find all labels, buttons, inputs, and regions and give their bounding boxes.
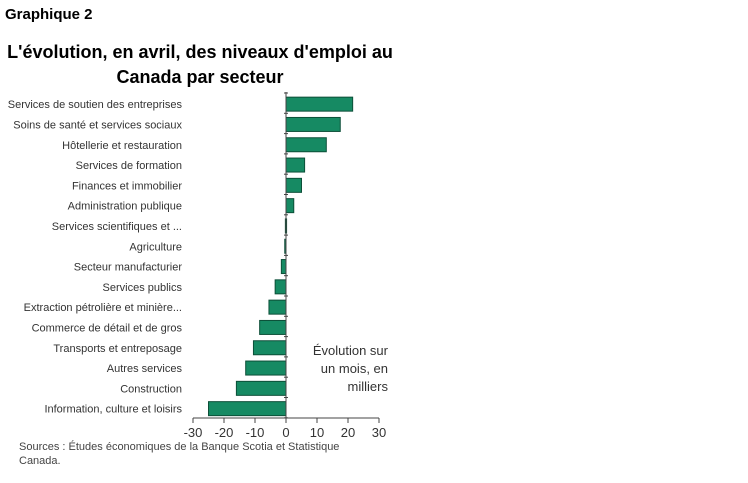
category-label: Services de formation (76, 160, 182, 172)
category-label: Services publics (103, 282, 183, 294)
bar (285, 116, 341, 132)
category-label: Transports et entreposage (53, 343, 182, 355)
bar (285, 157, 306, 173)
figure-number: Graphique 2 (5, 6, 93, 23)
bar (280, 259, 287, 275)
category-label: Services scientifiques et ... (52, 221, 182, 233)
category-label: Finances et immobilier (72, 180, 182, 192)
bar (208, 401, 287, 417)
bar (285, 96, 354, 112)
category-label: Secteur manufacturier (74, 262, 183, 274)
x-tick-label: -20 (215, 425, 234, 440)
category-label: Autres services (107, 363, 183, 375)
bar (274, 279, 287, 295)
chart-title: L'évolution, en avril, des niveaux d'emp… (7, 42, 393, 87)
category-label: Information, culture et loisirs (44, 404, 182, 416)
x-tick-label: 20 (341, 425, 355, 440)
chart-annotation: Évolution sur un mois, en milliers (312, 343, 388, 394)
category-label: Commerce de détail et de gros (32, 322, 183, 334)
x-tick-label: 0 (282, 425, 289, 440)
x-tick-label: 10 (310, 425, 324, 440)
category-label: Administration publique (68, 201, 182, 213)
category-label: Agriculture (129, 241, 182, 253)
sources-note: Sources : Études économiques de la Banqu… (19, 441, 340, 467)
x-tick-label: 30 (372, 425, 386, 440)
category-label: Extraction pétrolière et minière... (24, 302, 182, 314)
category-label: Services de soutien des entreprises (8, 99, 183, 111)
x-tick-label: -10 (246, 425, 265, 440)
category-label: Hôtellerie et restauration (62, 140, 182, 152)
bar (285, 177, 302, 193)
bar (259, 319, 287, 335)
category-labels: Services de soutien des entreprises Soins… (8, 99, 183, 416)
x-tick-label: -30 (184, 425, 203, 440)
axes: -30 -20 -10 0 10 20 30 (184, 92, 386, 440)
bar (252, 340, 287, 356)
bar (285, 198, 295, 214)
bar (268, 299, 287, 315)
bar (245, 360, 287, 376)
category-label: Soins de santé et services sociaux (13, 119, 182, 131)
bar (285, 137, 327, 153)
category-label: Construction (120, 383, 182, 395)
bar (235, 380, 287, 396)
